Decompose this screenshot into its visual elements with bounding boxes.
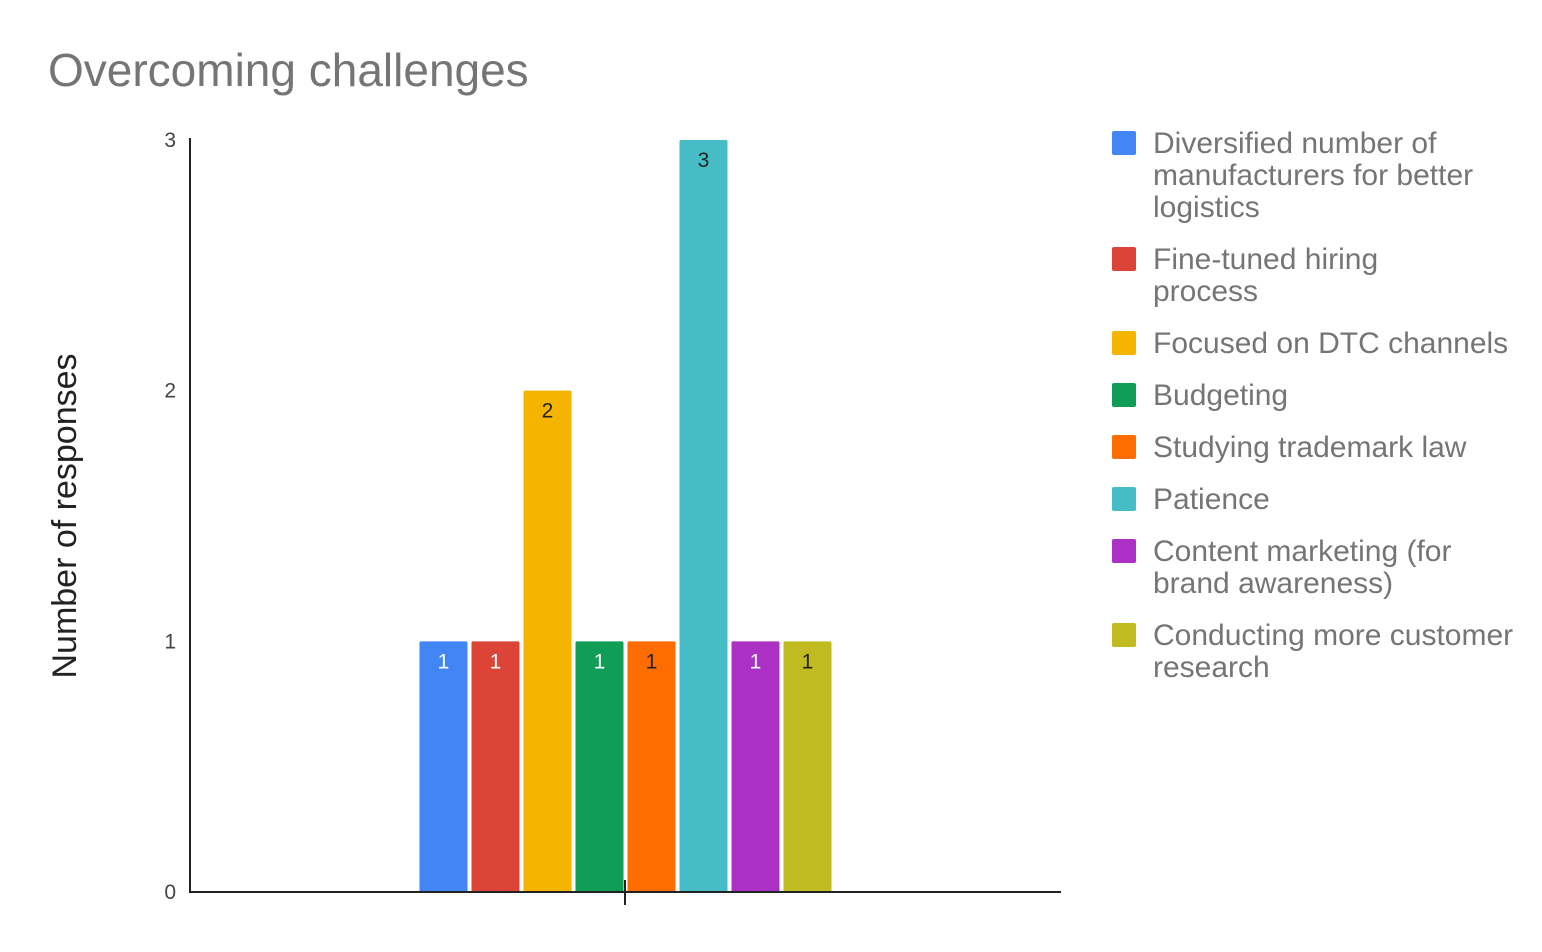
legend: Diversified number of manufacturers for b… [1112, 127, 1513, 684]
chart-title: Overcoming challenges [48, 44, 529, 96]
legend-swatch [1112, 247, 1136, 271]
legend-entry-line: Budgeting [1153, 379, 1288, 412]
data-label: 1 [646, 650, 658, 673]
bar [523, 390, 572, 892]
legend-entry: Conducting more customer research [1153, 619, 1513, 684]
data-label: 1 [490, 650, 502, 673]
legend-entry: Studying trademark law [1153, 431, 1467, 464]
axes [189, 138, 1061, 905]
legend-entry: Focused on DTC channels [1153, 327, 1508, 360]
legend-entry-line: manufacturers for better [1153, 159, 1473, 192]
legend-swatch [1112, 539, 1136, 563]
legend-entry-line: research [1153, 651, 1270, 684]
data-label: 3 [698, 149, 710, 172]
legend-entry: Content marketing (for brand awareness) [1153, 535, 1451, 600]
legend-swatch [1112, 131, 1136, 155]
legend-swatch [1112, 623, 1136, 647]
legend-entry-line: brand awareness) [1153, 567, 1393, 600]
legend-entry-line: process [1153, 275, 1258, 308]
data-label: 1 [802, 650, 814, 673]
bar [471, 641, 520, 892]
y-tick-label: 1 [164, 630, 176, 653]
data-label: 1 [438, 650, 450, 673]
y-tick-label: 3 [164, 129, 176, 152]
legend-swatch [1112, 331, 1136, 355]
legend-entry-line: Focused on DTC channels [1153, 327, 1508, 360]
y-tick-label: 0 [164, 881, 176, 904]
y-axis-label: Number of responses [46, 353, 84, 678]
legend-entry-line: Content marketing (for [1153, 535, 1451, 568]
bars [419, 140, 832, 892]
legend-entry-line: Fine-tuned hiring [1153, 243, 1378, 276]
data-label: 1 [750, 650, 762, 673]
bar [731, 641, 780, 892]
legend-entry: Budgeting [1153, 379, 1288, 412]
data-label: 2 [542, 400, 554, 423]
bar [419, 641, 468, 892]
legend-swatch [1112, 383, 1136, 407]
legend-swatch [1112, 435, 1136, 459]
bar [783, 641, 832, 892]
bar [679, 140, 728, 892]
y-axis-ticks: 0 1 2 3 [164, 129, 176, 904]
bar [627, 641, 676, 892]
bar [575, 641, 624, 892]
data-label: 1 [594, 650, 606, 673]
legend-entry: Patience [1153, 483, 1270, 516]
legend-entry: Diversified number of manufacturers for b… [1153, 127, 1473, 224]
legend-entry-line: Diversified number of [1153, 127, 1437, 160]
legend-entry-line: Studying trademark law [1153, 431, 1467, 464]
legend-entry-line: Conducting more customer [1153, 619, 1513, 652]
y-tick-label: 2 [164, 380, 176, 403]
legend-entry-line: logistics [1153, 191, 1260, 224]
legend-entry-line: Patience [1153, 483, 1270, 516]
legend-swatch [1112, 487, 1136, 511]
legend-entry: Fine-tuned hiring process [1153, 243, 1378, 308]
data-labels: 1 1 2 1 1 3 1 1 [438, 149, 814, 673]
